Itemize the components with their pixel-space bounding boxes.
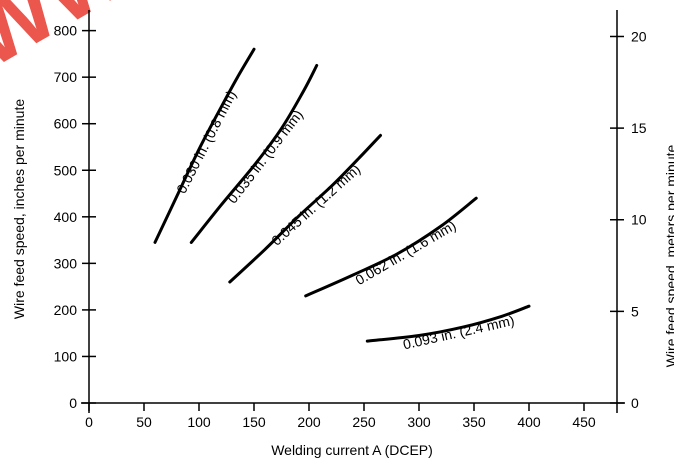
y-tick-label: 500 [54,162,78,178]
y2-tick-label: 20 [631,28,647,44]
curves [153,47,531,343]
curve-labels: 0.030 in. (0.8 mm)0.035 in. (0.9 mm)0.04… [173,88,516,353]
series-curve [228,133,382,284]
y-tick-label: 200 [54,302,78,318]
series-label: 0.045 in. (1.2 mm) [268,161,363,249]
y2-tick-label: 10 [631,212,647,228]
x-tick-label: 150 [242,414,266,430]
y-tick-label: 400 [54,209,78,225]
y-tick-label: 100 [54,348,78,364]
x-tick-label: 300 [407,414,431,430]
series-label: 0.030 in. (0.8 mm) [173,88,239,196]
series-label: 0.035 in. (0.9 mm) [224,107,306,207]
x-tick-label: 0 [85,414,93,430]
x-tick-label: 250 [352,414,376,430]
series-curve [189,64,319,244]
series-curve [304,196,478,298]
series-curve [365,304,531,343]
y2-tick-label: 5 [631,303,639,319]
x-tick-label: 100 [187,414,211,430]
y-tick-label: 600 [54,116,78,132]
y-axis-title: Wire feed speed, inches per minute [11,99,27,319]
x-tick-label: 400 [517,414,541,430]
y2-axis-title: Wire feed speed, meters per minute [663,145,674,368]
y2-tick-label: 15 [631,120,647,136]
x-tick-label: 350 [462,414,486,430]
x-tick-label: 200 [297,414,321,430]
y-tick-label: 800 [54,23,78,39]
axes [81,10,625,413]
y-tick-label: 300 [54,255,78,271]
x-tick-label: 450 [572,414,596,430]
tick-labels: 0 50 100 150 200 250 300 350 400 4500100200300400… [54,23,647,430]
series-label: 0.062 in. (1.6 mm) [352,217,458,288]
y2-tick-label: 0 [631,395,639,411]
x-tick-label: 50 [136,414,152,430]
y-tick-label: 700 [54,69,78,85]
x-axis-title: Welding current A (DCEP) [271,442,433,458]
y-tick-label: 0 [69,395,77,411]
series-curve [153,47,256,244]
series-label: 0.093 in. (2.4 mm) [401,312,515,352]
